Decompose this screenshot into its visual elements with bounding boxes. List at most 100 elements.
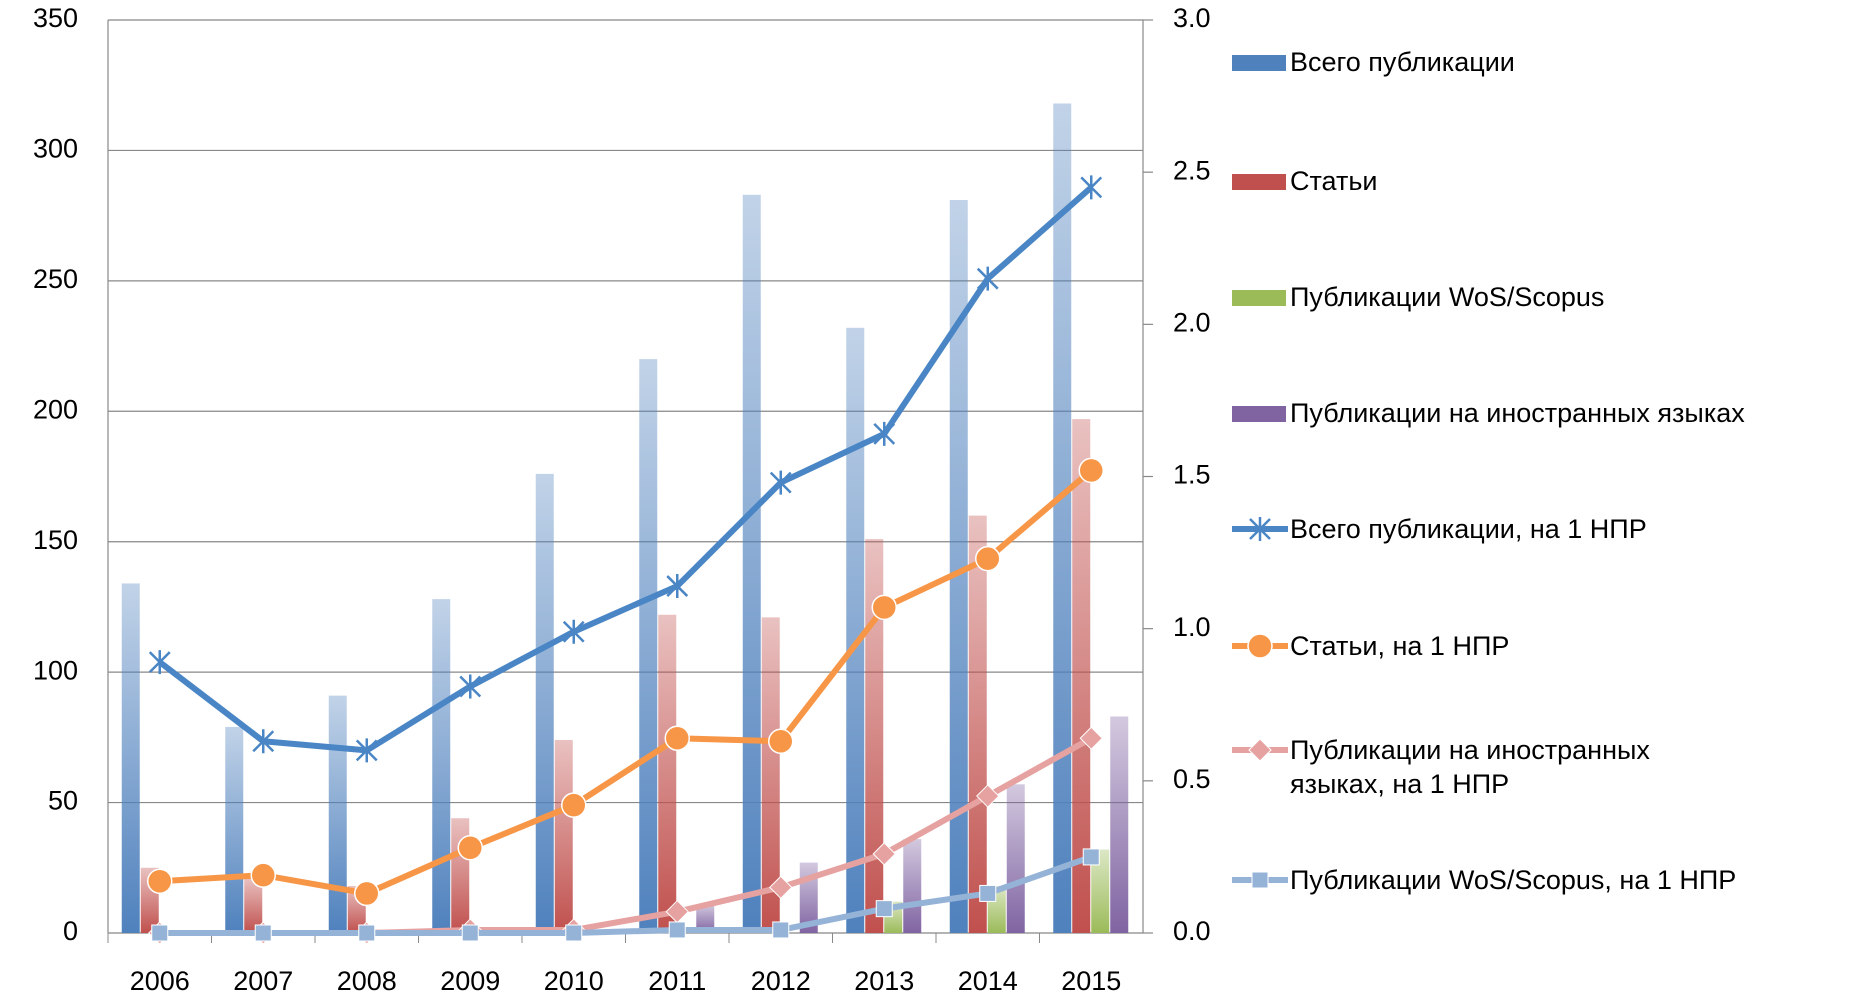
y2-tick-label: 0.0 [1173, 916, 1211, 946]
bar [1110, 716, 1129, 933]
x-tick-label: 2012 [751, 966, 811, 996]
marker [1251, 871, 1269, 889]
y2-tick-label: 1.5 [1173, 460, 1211, 490]
legend-swatch [1232, 517, 1288, 541]
bar [903, 839, 922, 933]
bar [121, 583, 140, 933]
marker [873, 421, 896, 446]
x-tick-label: 2011 [648, 966, 706, 996]
y2-tick-label: 3.0 [1173, 3, 1211, 33]
bar [451, 818, 470, 933]
marker [664, 725, 690, 751]
bar [658, 614, 677, 933]
bar [949, 199, 968, 933]
bar [1072, 419, 1091, 933]
marker [252, 729, 275, 754]
legend-swatch [1232, 738, 1288, 762]
bar [968, 515, 987, 933]
marker [562, 619, 585, 644]
legend-label: Публикации WoS/Scopus, на 1 НПР [1290, 865, 1737, 895]
x-tick-label: 2007 [233, 966, 293, 996]
marker [1082, 848, 1100, 866]
y2-tick-label: 2.5 [1173, 155, 1211, 185]
y-tick-label: 150 [33, 525, 78, 555]
swatch [1232, 174, 1286, 190]
marker [354, 880, 380, 907]
bar [535, 473, 554, 933]
legend-label: Публикации WoS/Scopus [1290, 282, 1605, 312]
marker [872, 842, 896, 866]
marker [461, 924, 479, 942]
marker [976, 784, 1000, 808]
bar [742, 194, 761, 933]
legend-label: Статьи, на 1 НПР [1290, 631, 1510, 661]
swatch [1232, 55, 1286, 71]
marker [875, 900, 893, 918]
bar [225, 726, 244, 933]
legend-swatch [1232, 174, 1286, 190]
marker [1078, 457, 1104, 484]
legend-swatch [1232, 633, 1288, 659]
marker [871, 594, 897, 621]
marker [769, 875, 793, 900]
y2-tick-label: 2.0 [1173, 307, 1211, 337]
marker [358, 924, 376, 942]
legend-item: Статьи, на 1 НПР [1230, 629, 1509, 663]
marker [772, 921, 790, 939]
legend-swatch [1232, 406, 1286, 422]
legend-label: Публикации на иностранных языках [1290, 398, 1745, 428]
line [159, 854, 1093, 936]
marker [250, 862, 276, 888]
marker [1080, 175, 1103, 200]
x-tick-label: 2009 [440, 966, 500, 996]
bar [761, 617, 780, 933]
y-tick-label: 350 [33, 3, 78, 33]
legend-label: Всего публикации, на 1 НПР [1290, 514, 1647, 544]
line [159, 468, 1094, 897]
marker [1247, 633, 1273, 659]
marker [979, 884, 997, 902]
marker [254, 924, 272, 942]
marker [147, 868, 173, 895]
marker [148, 650, 171, 675]
y-tick-label: 50 [48, 786, 78, 816]
bar [432, 599, 451, 933]
x-tick-label: 2015 [1061, 966, 1121, 996]
legend-label: Статьи [1290, 166, 1378, 196]
marker [151, 924, 169, 942]
bar [328, 695, 347, 933]
marker [1248, 738, 1272, 762]
y2-tick-label: 0.5 [1173, 764, 1211, 794]
marker [769, 470, 792, 495]
marker [1079, 726, 1103, 750]
y-tick-label: 0 [63, 916, 78, 946]
bar [1006, 784, 1025, 933]
marker [561, 792, 587, 818]
bar [1053, 103, 1072, 933]
bar [696, 904, 715, 933]
legend-item: Всего публикации, на 1 НПР [1230, 512, 1647, 546]
legend-item: Публикации WoS/Scopus, на 1 НПР [1230, 863, 1736, 897]
swatch [1232, 290, 1286, 306]
marker [565, 924, 583, 942]
legend-item: Всего публикации [1230, 45, 1515, 79]
marker [459, 674, 482, 699]
legend-swatch [1232, 871, 1288, 889]
swatch [1232, 406, 1286, 422]
x-tick-label: 2013 [854, 966, 914, 996]
marker [1249, 517, 1271, 541]
marker [768, 728, 794, 755]
y-tick-label: 200 [33, 394, 78, 424]
bar [1091, 849, 1110, 933]
legend-label: Всего публикации [1290, 47, 1515, 77]
x-tick-label: 2010 [544, 966, 604, 996]
bar [846, 327, 865, 934]
legend: Всего публикации Статьи Публикации WoS/Sco… [1230, 0, 1870, 997]
bar [244, 878, 263, 933]
legend-item: Публикации на иностранных языках [1230, 396, 1745, 430]
line [157, 185, 1094, 754]
marker [975, 545, 1001, 572]
y-tick-label: 300 [33, 134, 78, 164]
